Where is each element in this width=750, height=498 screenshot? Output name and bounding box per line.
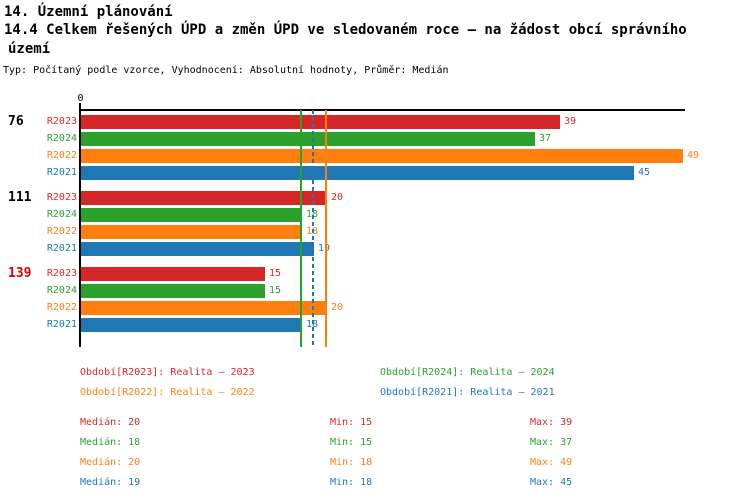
bar-R2021 (81, 318, 302, 332)
group-label: 111 (8, 190, 32, 205)
stat-median-R2023: Medián: 20 (80, 417, 141, 428)
bar-value-label-R2021: 45 (638, 167, 651, 178)
chart-subtitle: 14.4 Celkem řešených ÚPD a změn ÚPD ve s… (4, 22, 687, 38)
bar-value-label-R2023: 39 (564, 116, 577, 127)
bar-R2022 (81, 301, 327, 315)
bar-row-label-R2021: R2021 (46, 243, 77, 254)
stat-min-R2024: Min: 15 (330, 437, 373, 448)
bar-R2023 (81, 191, 327, 205)
stat-min-R2021: Min: 18 (330, 477, 373, 488)
legend-item-R2023: Období[R2023]: Realita – 2023 (80, 367, 255, 378)
median-line-R2021 (312, 110, 314, 347)
page-title: 14. Územní plánování (4, 4, 173, 20)
bar-row-label-R2023: R2023 (46, 116, 77, 127)
legend-item-R2024: Období[R2024]: Realita – 2024 (380, 367, 555, 378)
chart-meta-info: Typ: Počítaný podle vzorce, Vyhodnocení:… (3, 65, 449, 76)
stat-median-R2024: Medián: 18 (80, 437, 141, 448)
median-line-R2022 (325, 110, 327, 347)
x-axis-tick-label: 0 (77, 93, 84, 104)
bar-row-label-R2021: R2021 (46, 319, 77, 330)
bar-value-label-R2023: 15 (269, 268, 282, 279)
group-label: 139 (8, 266, 32, 281)
bar-row-label-R2022: R2022 (46, 150, 77, 161)
bar-row-label-R2023: R2023 (46, 268, 77, 279)
bar-value-label-R2022: 20 (331, 302, 344, 313)
stat-max-R2022: Max: 49 (530, 457, 573, 468)
bar-value-label-R2024: 15 (269, 285, 282, 296)
stat-max-R2023: Max: 39 (530, 417, 573, 428)
bar-value-label-R2022: 49 (687, 150, 700, 161)
y-axis-line (79, 109, 81, 347)
stat-median-R2021: Medián: 19 (80, 477, 141, 488)
bar-R2023 (81, 115, 560, 129)
bar-value-label-R2021: 19 (318, 243, 330, 255)
bar-row-label-R2022: R2022 (46, 226, 77, 237)
bar-R2023 (81, 267, 265, 281)
x-axis-line (79, 109, 685, 111)
bar-R2024 (81, 132, 535, 146)
bar-row-label-R2024: R2024 (46, 209, 77, 220)
median-line-R2024 (300, 110, 302, 347)
stat-median-R2022: Medián: 20 (80, 457, 141, 468)
stat-min-R2023: Min: 15 (330, 417, 373, 428)
bar-row-label-R2024: R2024 (46, 133, 77, 144)
bar-row-label-R2022: R2022 (46, 302, 77, 313)
group-label: 76 (8, 114, 24, 129)
legend-item-R2022: Období[R2022]: Realita – 2022 (80, 387, 255, 398)
bar-row-label-R2023: R2023 (46, 192, 77, 203)
stat-max-R2024: Max: 37 (530, 437, 573, 448)
bar-R2021 (81, 166, 634, 180)
bar-row-label-R2021: R2021 (46, 167, 77, 178)
bar-R2021 (81, 242, 314, 256)
x-axis-tick (79, 103, 81, 109)
bar-row-label-R2024: R2024 (46, 285, 77, 296)
bar-R2024 (81, 208, 302, 222)
chart-subtitle-continuation: území (8, 41, 51, 57)
stat-min-R2022: Min: 18 (330, 457, 373, 468)
bar-R2022 (81, 225, 302, 239)
legend-item-R2021: Období[R2021]: Realita – 2021 (380, 387, 555, 398)
bar-R2024 (81, 284, 265, 298)
bar-value-label-R2024: 37 (539, 133, 552, 144)
stat-max-R2021: Max: 45 (530, 477, 573, 488)
bar-value-label-R2023: 20 (331, 192, 344, 203)
bar-R2022 (81, 149, 683, 163)
